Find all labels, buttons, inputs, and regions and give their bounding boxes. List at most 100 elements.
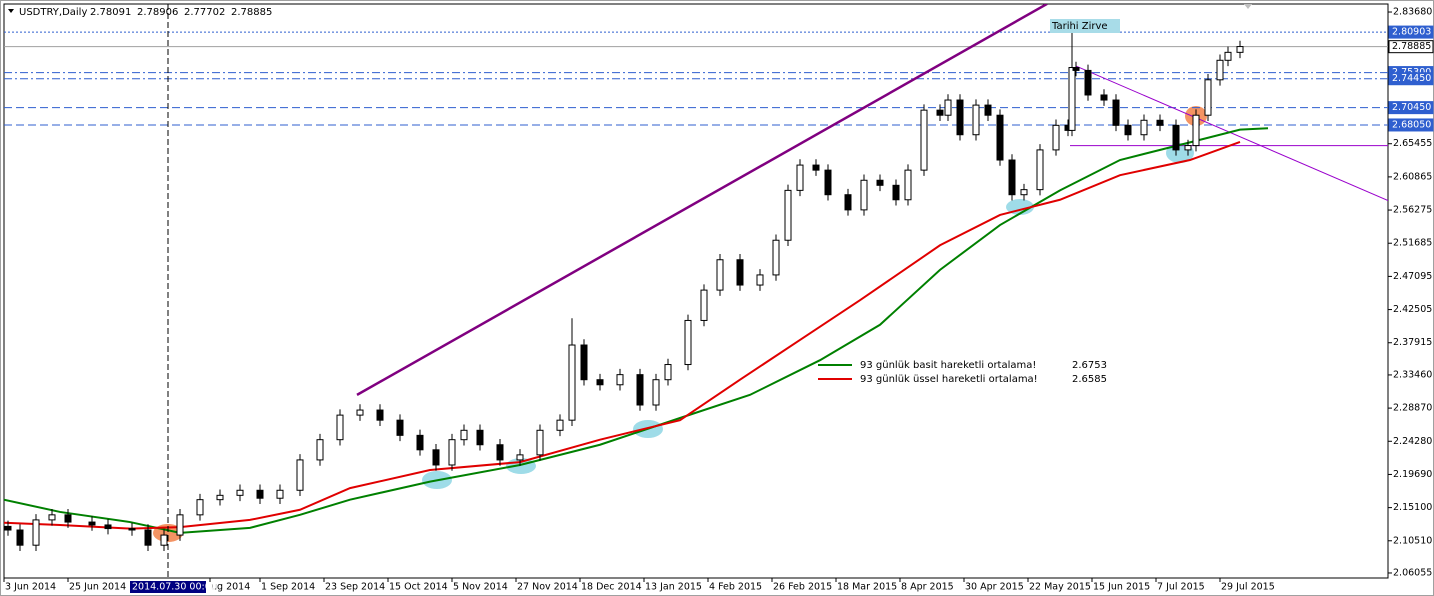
candle-body [4, 525, 12, 531]
x-tick-label: 13 Jan 2015 [645, 582, 702, 593]
candle-body [276, 489, 284, 499]
y-tick-label: 2.06055 [1393, 567, 1432, 578]
trendline [356, 4, 1048, 396]
candle-body [784, 189, 792, 241]
candle-body [432, 449, 440, 466]
candle-body [876, 179, 884, 186]
candle-body [684, 319, 692, 366]
candle-body [596, 379, 604, 386]
candle-body [476, 429, 484, 446]
candle-body [772, 239, 780, 276]
candle-body [996, 114, 1004, 161]
level-label-box [1388, 40, 1434, 54]
candle-body [104, 524, 112, 530]
candle-body [1100, 94, 1108, 101]
level-label-box [1388, 25, 1434, 39]
moving-average [4, 141, 1241, 530]
candle-body [496, 444, 504, 461]
candle-body [296, 459, 304, 491]
candle-body [128, 528, 136, 531]
y-tick-label: 2.19690 [1393, 469, 1432, 480]
candle-body [796, 164, 804, 191]
y-tick-label: 2.42505 [1393, 304, 1432, 315]
x-tick-label: 27 Nov 2014 [517, 582, 578, 593]
level-label-box [1388, 118, 1434, 132]
y-tick-label: 2.60865 [1393, 171, 1432, 182]
candle-body [1204, 79, 1212, 116]
candle-body [844, 194, 852, 211]
x-tick-label: 26 Feb 2015 [773, 582, 832, 593]
x-tick-label: 8 Apr 2015 [901, 582, 954, 593]
candle-body [1236, 46, 1244, 53]
candle-body [416, 434, 424, 451]
candle-body [396, 419, 404, 436]
candle-body [824, 169, 832, 196]
x-tick-label: 3 Jun 2014 [5, 582, 56, 593]
level-label: 2.74450 [1392, 73, 1431, 84]
annotation: Tarihi Zirve [1051, 21, 1108, 32]
menu-arrow[interactable] [8, 9, 14, 13]
candle-body [1140, 119, 1148, 136]
y-tick-label: 2.56275 [1393, 205, 1432, 216]
header-open: 2.78091 [90, 7, 131, 18]
legend-label: 93 günlük üssel hareketli ortalama! [860, 374, 1038, 385]
x-tick-label: 5 Nov 2014 [453, 582, 508, 593]
candle-body [1216, 59, 1224, 81]
shift-marker [1244, 4, 1252, 9]
crosshair-label: 2014.07.30 00:00 [132, 582, 217, 593]
moving-average [4, 127, 1269, 534]
candle-body [716, 259, 724, 291]
candle-body [160, 534, 168, 546]
candle-body [892, 184, 900, 201]
level-label: 2.80903 [1392, 27, 1431, 38]
candle-body [16, 529, 24, 546]
plot-area [3, 3, 1389, 579]
candle-body [812, 164, 820, 171]
candle-body [448, 439, 456, 466]
candle-body [1008, 159, 1016, 196]
candle-body [196, 499, 204, 516]
y-tick-label: 2.15100 [1393, 502, 1432, 513]
y-tick-label: 2.10510 [1393, 535, 1432, 546]
candle-body [568, 344, 576, 421]
candle-body [32, 519, 40, 546]
candle-body [536, 429, 544, 456]
candle-body [256, 489, 264, 499]
candle-body [176, 514, 184, 536]
x-tick-label: 18 Mar 2015 [837, 582, 897, 593]
x-tick-label: 22 May 2015 [1029, 582, 1091, 593]
candle-body [1156, 119, 1164, 126]
candle-body [1084, 69, 1092, 96]
candle-body [316, 439, 324, 461]
candle-body [580, 344, 588, 381]
level-label-box [1388, 101, 1434, 115]
candle-body [356, 409, 364, 416]
candle-body [636, 374, 644, 406]
candle-body [336, 414, 344, 441]
candle-body [1112, 99, 1120, 126]
x-tick-label: ug 2014 [211, 582, 250, 593]
candle-body [1072, 67, 1080, 71]
header-low: 2.77702 [184, 7, 225, 18]
candle-body [860, 179, 868, 211]
candle-body [1124, 124, 1132, 136]
candle-body [936, 109, 944, 116]
x-tick-label: 29 Jul 2015 [1221, 582, 1275, 593]
crosshair-label-box [130, 581, 206, 593]
plot-layer [4, 4, 1388, 551]
trendline [1075, 65, 1388, 201]
candle-body [756, 274, 764, 286]
x-tick-label: 30 Apr 2015 [965, 582, 1024, 593]
legend-value: 2.6753 [1072, 360, 1107, 371]
candle-body [460, 429, 468, 441]
y-tick-label: 2.65455 [1393, 138, 1432, 149]
candle-body [1052, 124, 1060, 151]
header-close: 2.78885 [231, 7, 272, 18]
candle-body [1172, 124, 1180, 151]
candle-body [216, 494, 224, 501]
candle-body [1036, 149, 1044, 191]
candle-body [556, 419, 564, 431]
y-tick-label: 2.33460 [1393, 369, 1432, 380]
x-tick-label: 25 Jun 2014 [69, 582, 126, 593]
